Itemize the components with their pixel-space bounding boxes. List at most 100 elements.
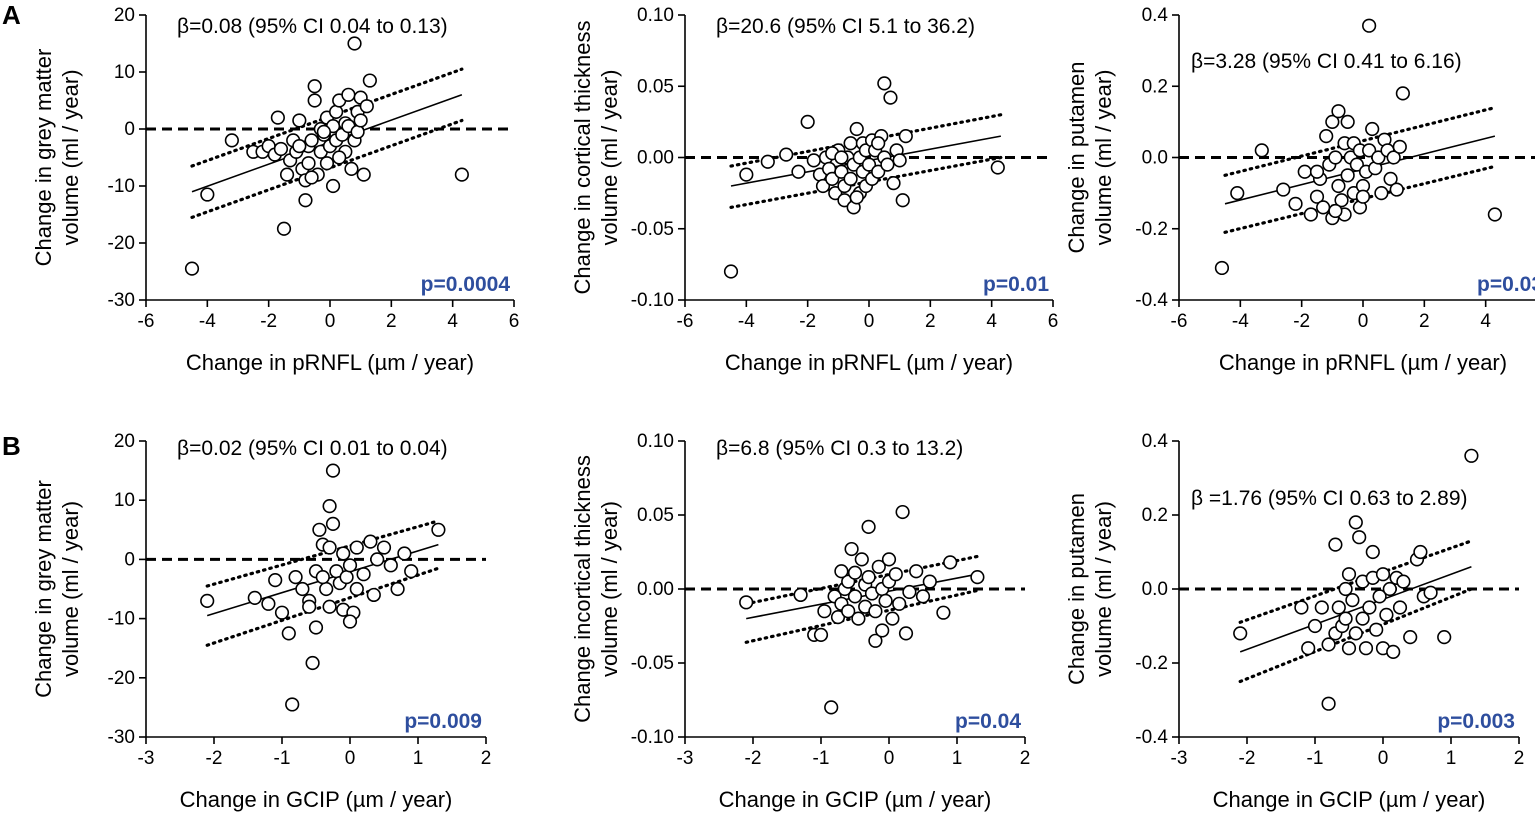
data-point xyxy=(1365,544,1380,560)
data-point xyxy=(1487,207,1502,222)
data-point xyxy=(322,540,337,555)
data-point xyxy=(881,552,897,567)
data-point xyxy=(1362,600,1377,615)
data-point xyxy=(1437,629,1452,645)
panel-label-b: B xyxy=(2,431,21,461)
x-axis-title: Change in pRNFL (µm / year) xyxy=(1219,350,1507,375)
data-point xyxy=(877,76,892,91)
x-tick-label: -6 xyxy=(138,311,155,332)
data-point xyxy=(1392,600,1408,615)
data-point xyxy=(366,587,381,603)
x-axis-title: Change in GCIP (µm / year) xyxy=(719,787,992,812)
data-point xyxy=(739,595,754,610)
data-point xyxy=(847,565,863,580)
data-point xyxy=(902,584,917,600)
x-tick-label: -1 xyxy=(274,748,291,769)
x-tick-label: 0 xyxy=(1358,311,1369,332)
data-point xyxy=(871,559,886,574)
data-point xyxy=(1365,121,1380,137)
data-point xyxy=(329,104,344,119)
data-point xyxy=(353,113,368,128)
data-point xyxy=(285,697,300,712)
data-point xyxy=(1345,592,1360,608)
chart-a-2: -0.10 -0.05 0.00 0.05 0.10 -6 -4 -2 0 2 4 6 Change i… xyxy=(570,5,1058,375)
data-point xyxy=(861,157,877,172)
data-point xyxy=(1316,200,1331,215)
data-point xyxy=(898,626,914,641)
data-point xyxy=(1341,567,1357,582)
data-point xyxy=(319,581,334,597)
data-point xyxy=(307,79,322,94)
data-point xyxy=(880,157,895,172)
data-point xyxy=(1396,574,1411,589)
data-point xyxy=(861,519,876,534)
data-point xyxy=(817,604,832,619)
data-point xyxy=(350,124,365,139)
p-value-label: p=0.04 xyxy=(955,710,1021,733)
x-tick-label: 1 xyxy=(1446,748,1457,769)
data-point xyxy=(200,593,215,608)
data-point xyxy=(1309,189,1325,204)
data-point xyxy=(302,599,317,614)
beta-annotation: β =1.76 (95% CI 0.63 to 2.89) xyxy=(1191,487,1468,510)
y-axis-title-line1: Change in putamen xyxy=(1064,61,1089,253)
data-point xyxy=(332,150,347,165)
y-tick-label: -0.10 xyxy=(631,727,674,748)
data-point xyxy=(281,626,296,641)
data-point xyxy=(847,589,863,604)
data-point xyxy=(312,522,327,537)
y-tick-label: 10 xyxy=(114,62,135,83)
p-value-label: p=0.003 xyxy=(1437,710,1515,733)
x-tick-label: -3 xyxy=(1171,748,1188,769)
y-tick-label: 0.10 xyxy=(637,431,674,452)
data-point xyxy=(1386,150,1401,165)
data-point xyxy=(362,73,377,88)
y-tick-label: 0.2 xyxy=(1142,505,1168,526)
beta-annotation: β=0.02 (95% CI 0.01 to 0.04) xyxy=(177,437,448,460)
y-tick-label: -0.2 xyxy=(1135,219,1168,240)
data-point xyxy=(813,627,829,642)
y-tick-label: 0.2 xyxy=(1142,76,1168,97)
y-tick-label: 0.4 xyxy=(1142,5,1169,26)
y-axis-title-line2: volume (ml / year) xyxy=(58,501,83,677)
data-point xyxy=(322,599,337,614)
data-point xyxy=(1355,611,1370,626)
data-point xyxy=(1230,186,1245,201)
y-tick-label: 20 xyxy=(114,5,135,26)
data-point xyxy=(1233,626,1248,641)
data-point xyxy=(1301,641,1316,656)
y-tick-label: -0.2 xyxy=(1135,653,1168,674)
data-point xyxy=(349,540,364,555)
data-point xyxy=(325,516,341,531)
x-tick-label: -4 xyxy=(1232,311,1249,332)
beta-annotation: β=20.6 (95% CI 5.1 to 36.2) xyxy=(716,15,975,38)
data-point xyxy=(1328,150,1343,165)
x-tick-label: 1 xyxy=(952,748,963,769)
y-tick-label: 0.4 xyxy=(1142,431,1169,452)
data-point xyxy=(356,167,371,182)
data-point xyxy=(1307,618,1323,634)
data-point xyxy=(1371,150,1386,165)
data-point xyxy=(883,90,898,105)
data-point xyxy=(1374,186,1389,201)
y-tick-label: 0 xyxy=(124,549,135,570)
data-point xyxy=(347,36,362,51)
data-point xyxy=(922,574,937,589)
data-point xyxy=(854,552,869,567)
data-point xyxy=(841,604,856,619)
data-point xyxy=(871,164,886,179)
data-point xyxy=(815,178,831,194)
data-point xyxy=(336,546,351,561)
panel-label-a: A xyxy=(2,0,21,30)
y-tick-label: 0.10 xyxy=(637,5,674,26)
data-point xyxy=(319,156,335,171)
x-tick-label: 0 xyxy=(864,311,875,332)
data-point xyxy=(1334,193,1349,208)
data-point xyxy=(970,570,985,585)
p-value-label: p=0.009 xyxy=(404,710,482,733)
data-point xyxy=(1294,600,1309,615)
data-point xyxy=(868,633,883,648)
